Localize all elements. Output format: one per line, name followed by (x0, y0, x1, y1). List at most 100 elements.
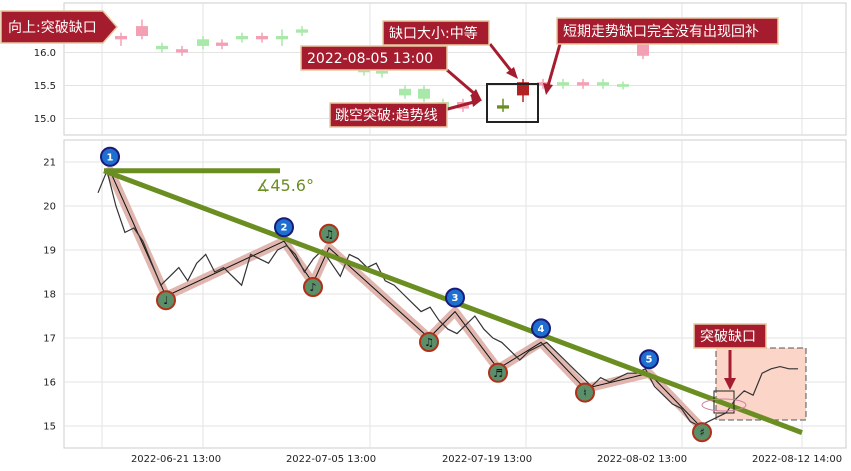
callout-no-fill-shape (556, 17, 779, 45)
arrow-datetime-head (470, 89, 482, 101)
zigzag-marker-12: ♯ (692, 422, 712, 443)
marker-label: ♪ (309, 281, 316, 294)
arrow-gap-size-head (506, 67, 518, 79)
zigzag-marker-1: 1 (100, 146, 120, 167)
zigzag-marker-7: 3 (445, 287, 465, 308)
callout-top-left: 向上:突破缺口 (0, 10, 118, 44)
xtick-label: 2022-07-19 13:00 (442, 454, 532, 465)
lower-ytick-label: 19 (43, 246, 56, 257)
xtick-label: 2022-08-02 13:00 (597, 454, 687, 465)
candle (557, 82, 569, 86)
marker-circle (639, 349, 659, 370)
callout-datetime-shape (300, 45, 448, 71)
xtick-label: 2022-08-12 14:00 (752, 454, 842, 465)
zigzag-marker-8: ♬ (488, 362, 508, 383)
marker-label: ♯ (699, 426, 704, 439)
lower-ytick-label: 15 (43, 422, 56, 433)
zigzag-marker-5: ♫ (319, 223, 339, 244)
marker-label: 2 (281, 223, 288, 234)
candle (136, 26, 148, 36)
marker-circle (692, 422, 712, 443)
upper-ytick-label: 15.5 (34, 81, 56, 92)
marker-label: ♬ (493, 367, 503, 380)
callout-top-left-text: 向上:突破缺口 (8, 20, 97, 36)
marker-label: 4 (538, 324, 545, 335)
marker-circle (100, 146, 120, 167)
callout-no-fill: 短期走势缺口完全没有出现回补 (556, 17, 779, 45)
arrow-breakout (443, 100, 475, 112)
marker-circle (274, 217, 294, 238)
callout-gap-size-shape (382, 20, 490, 46)
zigzag-marker-9: 4 (531, 318, 551, 339)
callout-no-fill-text: 短期走势缺口完全没有出现回补 (563, 23, 759, 40)
callout-breakout-shape (329, 102, 448, 128)
arrow-gap-size (488, 43, 514, 73)
xtick-label: 2022-06-21 13:00 (131, 454, 221, 465)
callout-datetime-text: 2022-08-05 13:00 (307, 51, 433, 67)
zigzag-marker-10: ♮ (575, 382, 595, 403)
callout-gap-size-text: 缺口大小:中等 (389, 25, 478, 42)
candle (597, 82, 609, 86)
zigzag-marker-11: 5 (639, 349, 659, 370)
marker-label: 5 (646, 355, 653, 366)
gap-highlight-box (486, 83, 539, 123)
zigzag-marker-4: ♪ (303, 277, 323, 297)
candle (399, 88, 411, 96)
gap-ellipse (701, 398, 747, 412)
marker-label: ♩ (163, 294, 168, 307)
candle (617, 84, 629, 87)
lower-ytick-label: 16 (43, 378, 56, 389)
marker-label: 3 (452, 293, 459, 304)
callout-datetime: 2022-08-05 13:00 (300, 45, 448, 71)
candle (176, 49, 188, 53)
lower-ytick-label: 18 (43, 290, 56, 301)
candle (256, 36, 268, 40)
zigzag-marker-2: ♩ (156, 290, 176, 311)
marker-circle (488, 362, 508, 383)
marker-circle (303, 277, 323, 297)
gap-box (713, 390, 735, 414)
candle (537, 82, 549, 86)
lower-ytick-label: 17 (43, 334, 56, 345)
candle (497, 105, 509, 109)
zigzag-marker-6: ♫ (419, 332, 439, 352)
arrow-no-fill-head (543, 83, 553, 95)
upper-ytick-label: 15.0 (34, 114, 56, 125)
arrow-no-fill (546, 43, 562, 87)
marker-label: ♫ (424, 336, 434, 349)
callout-gap-label: 突破缺口 (693, 323, 767, 349)
marker-circle (445, 287, 465, 308)
marker-circle (156, 290, 176, 311)
candle (276, 36, 288, 40)
lower-ytick-label: 21 (43, 158, 56, 169)
angle-label: ∡45.6° (256, 176, 314, 195)
price-line (97, 168, 798, 427)
callout-gap-label-text: 突破缺口 (700, 329, 756, 345)
candle (577, 82, 589, 86)
candle (197, 39, 209, 46)
candle (156, 45, 168, 50)
candle (115, 36, 127, 40)
callout-breakout: 跳空突破:趋势线 (329, 102, 448, 128)
marker-label: ♫ (324, 228, 334, 241)
candle (517, 82, 529, 96)
zigzag-marker-3: 2 (274, 217, 294, 238)
arrow-datetime (446, 68, 477, 97)
lower-ytick-label: 20 (43, 202, 56, 213)
marker-label: 1 (107, 152, 114, 163)
callout-top-left-shape (0, 10, 118, 44)
callout-gap-label-shape (693, 323, 767, 349)
candle (376, 70, 388, 74)
xtick-label: 2022-07-05 13:00 (286, 454, 376, 465)
candle (216, 42, 228, 46)
candle (418, 88, 430, 99)
callout-gap-size: 缺口大小:中等 (382, 20, 490, 46)
zigzag-line (109, 170, 703, 429)
candle (296, 29, 308, 33)
callout-arrows (443, 43, 736, 390)
marker-circle (319, 223, 339, 244)
arrow-gap-label-head (724, 378, 736, 390)
marker-circle (531, 318, 551, 339)
